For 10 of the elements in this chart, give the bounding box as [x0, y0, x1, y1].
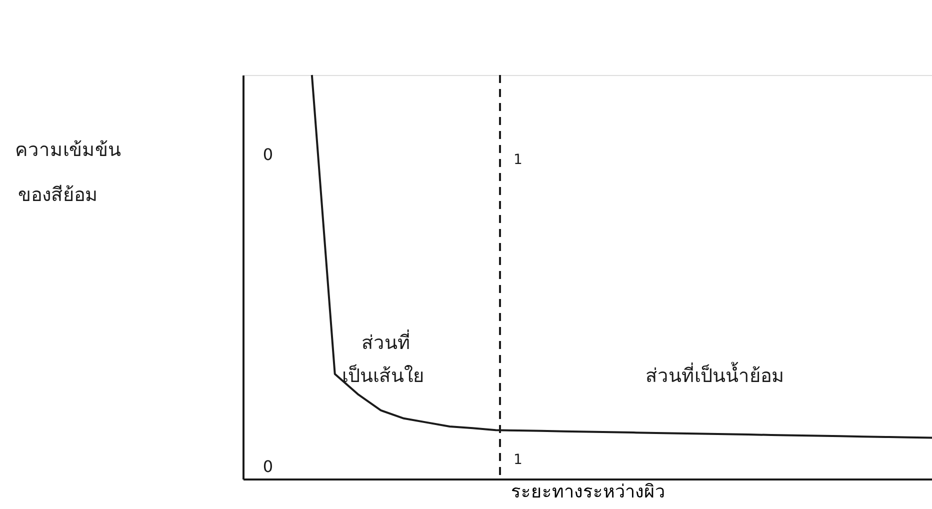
annotation: 1	[514, 152, 522, 168]
annotation: ส่วนที่เป็นน้ำย้อม	[646, 362, 784, 387]
text: ของสีย้อม	[18, 184, 98, 206]
annotation: ส่วนที่	[362, 329, 410, 354]
annotation: 0	[262, 145, 274, 164]
x-axis-title: ระยะทางระหว่างผิว	[511, 482, 665, 502]
annotation: 1	[514, 452, 522, 468]
annotation: เป็นเส้นใย	[342, 363, 424, 387]
annotation: 0	[262, 457, 274, 476]
text: ความเข้มข้น	[15, 139, 121, 161]
